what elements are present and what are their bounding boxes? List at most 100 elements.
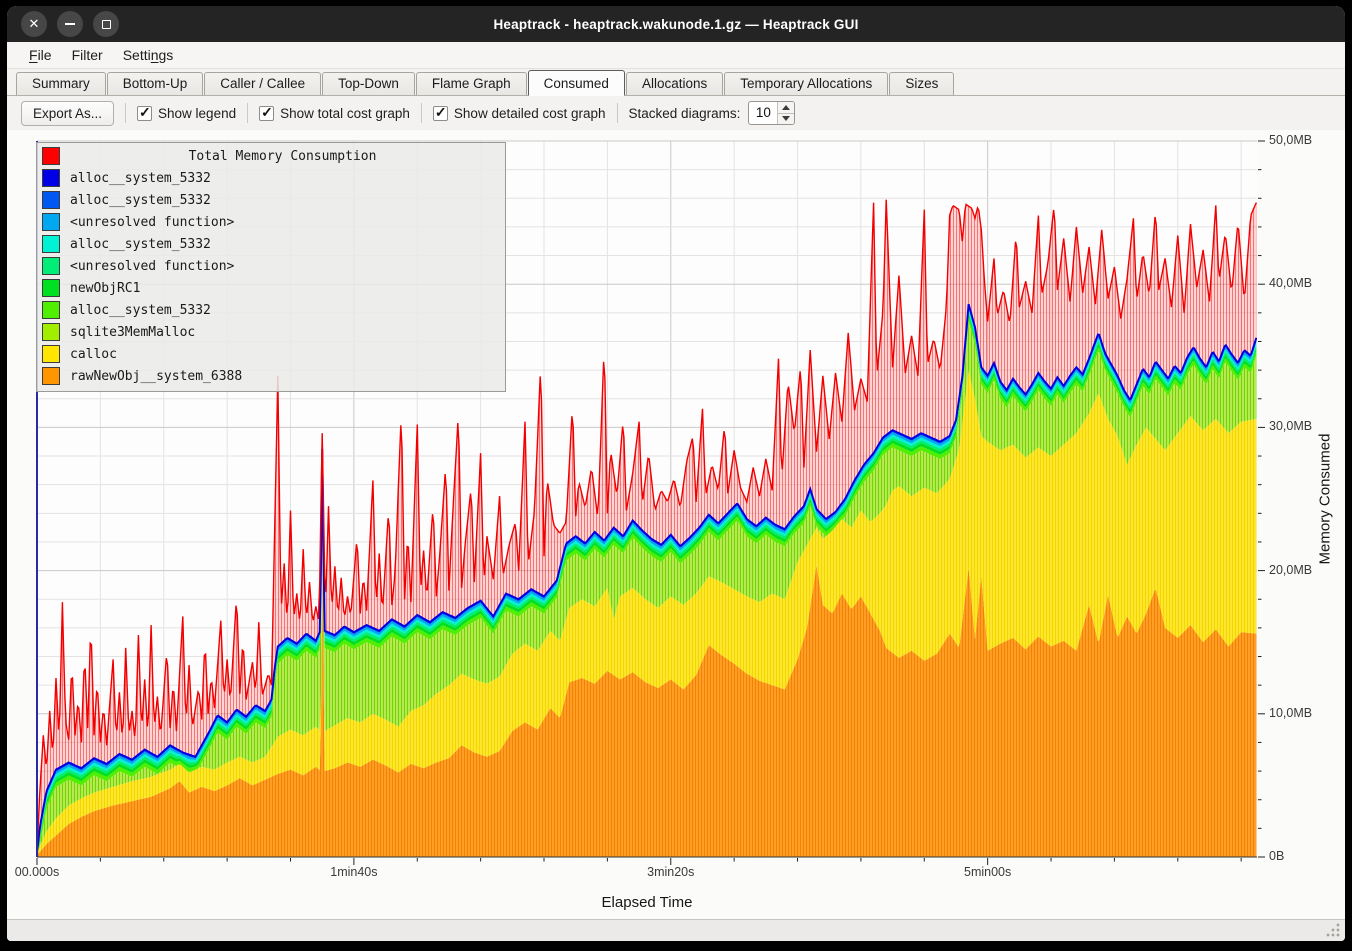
- chart-legend: Total Memory Consumption alloc__system_53…: [36, 142, 506, 392]
- window-title: Heaptrack - heaptrack.wakunode.1.gz — He…: [493, 16, 859, 32]
- minimize-button[interactable]: [57, 11, 83, 37]
- legend-item: newObjRC1: [37, 277, 505, 299]
- legend-item: alloc__system_5332: [37, 299, 505, 321]
- stacked-diagrams-label: Stacked diagrams:: [628, 105, 741, 121]
- checkbox-box[interactable]: ✓: [259, 103, 275, 121]
- tab-allocations[interactable]: Allocations: [625, 72, 724, 95]
- y-tick-label: 20,0MB: [1269, 562, 1313, 577]
- checkbox-label: Show detailed cost graph: [453, 105, 606, 121]
- spinner-buttons: [777, 102, 795, 124]
- status-bar: [7, 919, 1345, 941]
- maximize-icon: [101, 19, 111, 29]
- legend-label: newObjRC1: [70, 280, 141, 296]
- legend-swatch: [42, 345, 60, 363]
- arrow-up-icon: [782, 104, 791, 110]
- stacked-diagrams-spinner[interactable]: 10: [748, 101, 796, 125]
- tab-summary[interactable]: Summary: [16, 72, 106, 95]
- y-tick-label: 0B: [1269, 849, 1285, 863]
- check-icon: ✓: [261, 103, 273, 120]
- x-tick-label: 5min00s: [964, 865, 1012, 879]
- checkbox-box[interactable]: ✓: [137, 103, 153, 121]
- tab-sizes[interactable]: Sizes: [889, 72, 955, 95]
- legend-item: rawNewObj__system_6388: [37, 365, 505, 387]
- legend-label: sqlite3MemMalloc: [70, 324, 196, 340]
- x-tick-label: 1min40s: [330, 865, 378, 879]
- legend-item: <unresolved function>: [37, 211, 505, 233]
- menu-item-file[interactable]: File: [29, 47, 52, 63]
- tab-consumed[interactable]: Consumed: [527, 70, 625, 96]
- legend-label: alloc__system_5332: [70, 192, 211, 208]
- titlebar: ✕ Heaptrack - heaptrack.wakunode.1.gz — …: [7, 6, 1345, 42]
- legend-label: alloc__system_5332: [70, 236, 211, 252]
- menu-item-filter[interactable]: Filter: [71, 47, 103, 63]
- export-as-button[interactable]: Export As...: [21, 100, 115, 126]
- arrow-down-icon: [782, 116, 791, 122]
- tab-flame-graph[interactable]: Flame Graph: [415, 72, 527, 95]
- check-icon: ✓: [139, 103, 151, 120]
- legend-swatch: [42, 323, 60, 341]
- spinner-up-button[interactable]: [778, 102, 795, 114]
- memory-consumption-chart[interactable]: Total Memory Consumption alloc__system_53…: [7, 130, 1345, 919]
- x-tick-label: 00.000s: [14, 865, 60, 879]
- tab-bar: Summary Bottom-Up Caller / Callee Top-Down F…: [7, 69, 1345, 96]
- menu-bar: File Filter Settings: [7, 42, 1345, 69]
- legend-swatch: [42, 235, 60, 253]
- close-icon: ✕: [28, 16, 40, 31]
- legend-item: alloc__system_5332: [37, 233, 505, 255]
- y-tick-label: 10,0MB: [1269, 705, 1313, 720]
- legend-swatch: [42, 191, 60, 209]
- legend-label: Total Memory Consumption: [188, 148, 377, 164]
- resize-grip[interactable]: [1326, 923, 1340, 937]
- tab-caller-callee[interactable]: Caller / Callee: [204, 72, 322, 95]
- checkbox-show-detailed-cost-graph[interactable]: ✓ Show detailed cost graph: [432, 103, 606, 121]
- legend-item: <unresolved function>: [37, 255, 505, 277]
- legend-swatch: [42, 301, 60, 319]
- toolbar-separator: [616, 103, 618, 123]
- legend-swatch: [42, 257, 60, 275]
- spinner-down-button[interactable]: [778, 113, 795, 124]
- toolbar-separator: [247, 103, 249, 123]
- legend-item: sqlite3MemMalloc: [37, 321, 505, 343]
- checkbox-show-legend[interactable]: ✓ Show legend: [137, 103, 237, 121]
- legend-swatch: [42, 367, 60, 385]
- minimize-icon: [65, 23, 75, 25]
- tab-top-down[interactable]: Top-Down: [322, 72, 415, 95]
- y-tick-label: 50,0MB: [1269, 133, 1313, 147]
- tab-bottom-up[interactable]: Bottom-Up: [106, 72, 204, 95]
- chart-canvas: [7, 130, 1345, 924]
- legend-swatch: [42, 169, 60, 187]
- legend-label: <unresolved function>: [70, 258, 235, 274]
- y-tick-label: 40,0MB: [1269, 276, 1313, 291]
- checkbox-label: Show total cost graph: [280, 105, 410, 121]
- maximize-button[interactable]: [93, 11, 119, 37]
- toolbar-separator: [125, 103, 127, 123]
- legend-label: alloc__system_5332: [70, 170, 211, 186]
- legend-item: alloc__system_5332: [37, 167, 505, 189]
- legend-item: calloc: [37, 343, 505, 365]
- menu-item-settings[interactable]: Settings: [122, 47, 174, 63]
- legend-label: rawNewObj__system_6388: [70, 368, 243, 384]
- legend-label: calloc: [70, 346, 117, 362]
- check-icon: ✓: [434, 103, 447, 120]
- legend-label: <unresolved function>: [70, 214, 235, 230]
- x-tick-label: 3min20s: [647, 865, 695, 879]
- checkbox-show-total-cost-graph[interactable]: ✓ Show total cost graph: [259, 103, 410, 121]
- tab-temporary-allocations[interactable]: Temporary Allocations: [724, 72, 889, 95]
- app-window: ✕ Heaptrack - heaptrack.wakunode.1.gz — …: [7, 6, 1345, 941]
- legend-swatch: [42, 213, 60, 231]
- legend-item: Total Memory Consumption: [37, 145, 505, 167]
- y-tick-label: 30,0MB: [1269, 419, 1313, 434]
- legend-item: alloc__system_5332: [37, 189, 505, 211]
- legend-label: alloc__system_5332: [70, 302, 211, 318]
- checkbox-groups: ✓ Show legend ✓ Show total cost graph ✓ Show …: [122, 103, 606, 123]
- legend-swatch: [42, 279, 60, 297]
- x-axis-title: Elapsed Time: [601, 894, 693, 911]
- toolbar: Export As... ✓ Show legend ✓ Show total cos…: [7, 96, 1345, 130]
- checkbox-label: Show legend: [158, 105, 237, 121]
- y-axis-title: Memory Consumed: [1316, 433, 1334, 565]
- toolbar-separator: [420, 103, 422, 123]
- legend-swatch: [42, 147, 60, 165]
- spinner-value: 10: [755, 105, 771, 120]
- checkbox-box[interactable]: ✓: [432, 103, 448, 121]
- close-button[interactable]: ✕: [21, 11, 47, 37]
